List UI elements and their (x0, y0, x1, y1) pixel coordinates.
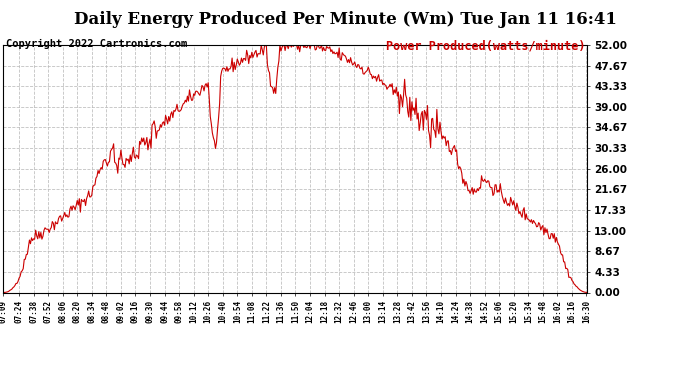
Text: Power Produced(watts/minute): Power Produced(watts/minute) (386, 39, 585, 53)
Text: Daily Energy Produced Per Minute (Wm) Tue Jan 11 16:41: Daily Energy Produced Per Minute (Wm) Tu… (74, 11, 616, 28)
Text: Copyright 2022 Cartronics.com: Copyright 2022 Cartronics.com (6, 39, 187, 50)
